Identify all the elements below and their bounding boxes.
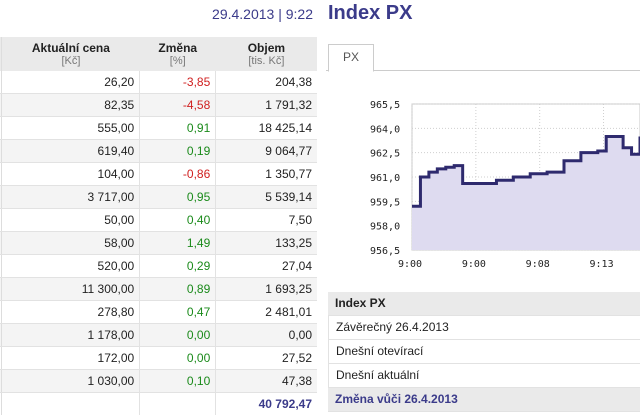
series-line xyxy=(412,134,640,208)
stocks-panel: 29.4.2013 | 9:22 Aktuální cena Změna Obj… xyxy=(0,0,317,420)
change-cell: -3,85 xyxy=(139,71,217,94)
price-cell: 11 300,00 xyxy=(1,277,141,301)
change-cell: 0,29 xyxy=(139,254,217,278)
volume-cell: 1 791,32 xyxy=(215,93,317,117)
tab-bar: PX xyxy=(326,38,640,72)
table-row[interactable]: 1 178,00 0,00 0,00 xyxy=(0,323,317,347)
change-cell: -4,58 xyxy=(139,93,217,117)
volume-column-header: Objem xyxy=(215,37,317,55)
change-cell: 0,10 xyxy=(139,369,217,393)
y-tick-label: 958,0 xyxy=(370,222,400,233)
px-chart: 965,5 964,0 962,5 961,0 959,5 958,0 956,5 9:00 9… xyxy=(326,70,640,288)
stocks-table: Aktuální cena Změna Objem [Kč] [%] [tis.… xyxy=(0,37,317,415)
x-tick-label: 9:00 xyxy=(398,259,422,270)
price-cell: 520,00 xyxy=(1,254,141,278)
x-tick-label: 9:08 xyxy=(526,259,550,270)
y-tick-label: 959,5 xyxy=(370,197,400,208)
price-cell: 619,40 xyxy=(1,139,141,163)
change-cell: 0,91 xyxy=(139,116,217,140)
table-row[interactable]: 50,00 0,40 7,50 xyxy=(0,208,317,232)
volume-cell: 133,25 xyxy=(215,231,317,255)
price-cell: 1 030,00 xyxy=(1,369,141,393)
change-unit: [%] xyxy=(139,55,216,71)
price-unit: [Kč] xyxy=(1,55,140,71)
price-cell: 82,35 xyxy=(1,93,141,117)
info-row-open: Dnešní otevírací xyxy=(328,340,640,364)
index-panel: Index PX PX 965,5 964,0 962,5 961,0 959,5 958… xyxy=(326,0,640,420)
table-row[interactable]: 619,40 0,19 9 064,77 xyxy=(0,139,317,163)
table-row[interactable]: 11 300,00 0,89 1 693,25 xyxy=(0,277,317,301)
change-cell: 0,40 xyxy=(139,208,217,232)
y-tick-label: 962,5 xyxy=(370,149,400,160)
table-row[interactable]: 172,00 0,00 27,52 xyxy=(0,346,317,370)
y-tick-label: 964,0 xyxy=(370,124,400,135)
volume-cell: 27,04 xyxy=(215,254,317,278)
table-row[interactable]: 520,00 0,29 27,04 xyxy=(0,254,317,278)
volume-cell: 7,50 xyxy=(215,208,317,232)
change-column-header: Změna xyxy=(139,37,216,55)
info-row-current: Dnešní aktuální xyxy=(328,364,640,388)
change-cell: 0,89 xyxy=(139,277,217,301)
volume-cell: 2 481,01 xyxy=(215,300,317,324)
volume-cell: 18 425,14 xyxy=(215,116,317,140)
table-row[interactable]: 1 030,00 0,10 47,38 xyxy=(0,369,317,393)
change-cell: -0,86 xyxy=(139,162,217,186)
price-cell: 26,20 xyxy=(1,71,141,94)
tab-px[interactable]: PX xyxy=(328,44,374,72)
volume-cell: 5 539,14 xyxy=(215,185,317,209)
date-text: 29.4.2013 xyxy=(212,6,275,22)
table-row[interactable]: 278,80 0,47 2 481,01 xyxy=(0,300,317,324)
y-tick-label: 965,5 xyxy=(370,100,400,111)
index-title: Index PX xyxy=(328,2,413,24)
volume-cell: 47,38 xyxy=(215,369,317,393)
change-cell: 0,00 xyxy=(139,346,217,370)
price-column-header: Aktuální cena xyxy=(1,37,140,55)
volume-cell: 1 693,25 xyxy=(215,277,317,301)
info-header: Index PX xyxy=(328,292,640,316)
info-row-close: Závěrečný 26.4.2013 xyxy=(328,316,640,340)
time-text: 9:22 xyxy=(285,6,313,22)
table-row[interactable]: 58,00 1,49 133,25 xyxy=(0,231,317,255)
price-cell: 3 717,00 xyxy=(1,185,141,209)
x-tick-label: 9:00 xyxy=(462,259,486,270)
datetime: 29.4.2013 | 9:22 xyxy=(212,6,313,22)
change-cell: 0,47 xyxy=(139,300,217,324)
change-cell: 1,49 xyxy=(139,231,217,255)
change-cell: 0,19 xyxy=(139,139,217,163)
price-cell: 278,80 xyxy=(1,300,141,324)
price-cell: 58,00 xyxy=(1,231,141,255)
table-row[interactable]: 82,35 -4,58 1 791,32 xyxy=(0,93,317,117)
volume-cell: 1 350,77 xyxy=(215,162,317,186)
table-row[interactable]: 555,00 0,91 18 425,14 xyxy=(0,116,317,140)
change-cell: 0,00 xyxy=(139,323,217,347)
table-row[interactable]: 26,20 -3,85 204,38 xyxy=(0,71,317,94)
volume-cell: 204,38 xyxy=(215,71,317,94)
price-cell: 50,00 xyxy=(1,208,141,232)
price-cell: 172,00 xyxy=(1,346,141,370)
price-cell: 104,00 xyxy=(1,162,141,186)
total-volume: 40 792,47 xyxy=(258,397,312,411)
change-cell: 0,95 xyxy=(139,185,217,209)
volume-cell: 9 064,77 xyxy=(215,139,317,163)
y-tick-label: 956,5 xyxy=(370,246,400,257)
y-tick-label: 961,0 xyxy=(370,173,400,184)
index-info-table: Index PX Závěrečný 26.4.2013 Dnešní otev… xyxy=(328,292,640,412)
table-row[interactable]: 104,00 -0,86 1 350,77 xyxy=(0,162,317,186)
info-footer: Změna vůči 26.4.2013 xyxy=(328,388,640,412)
volume-cell: 0,00 xyxy=(215,323,317,347)
table-row[interactable]: 3 717,00 0,95 5 539,14 xyxy=(0,185,317,209)
px-chart-svg: 965,5 964,0 962,5 961,0 959,5 958,0 956,5 9:00 9… xyxy=(370,100,640,270)
x-tick-label: 9:13 xyxy=(590,259,614,270)
price-cell: 1 178,00 xyxy=(1,323,141,347)
price-cell: 555,00 xyxy=(1,116,141,140)
volume-unit: [tis. Kč] xyxy=(215,55,317,71)
name-column-header xyxy=(0,37,2,55)
volume-cell: 27,52 xyxy=(215,346,317,370)
series-area xyxy=(412,136,640,250)
